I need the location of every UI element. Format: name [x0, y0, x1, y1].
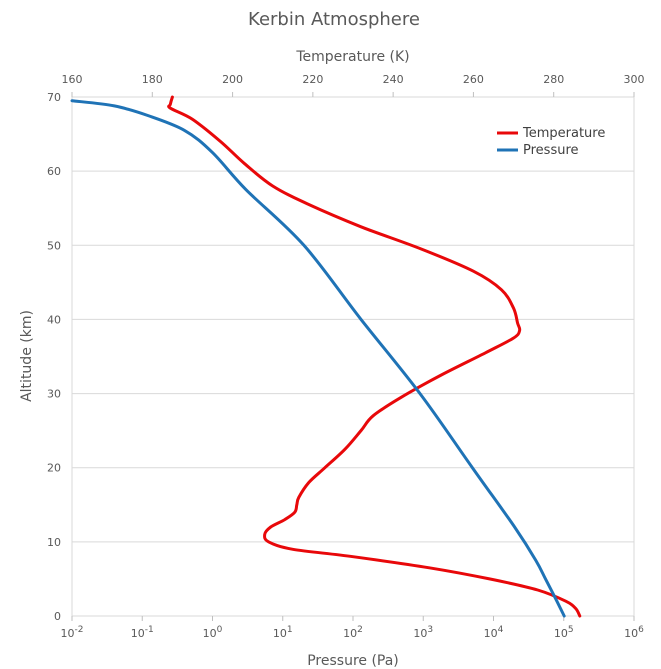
bottom-tick-label: 10-1 [131, 625, 154, 640]
top-tick-label: 300 [624, 73, 645, 86]
legend-label-temperature: Temperature [522, 126, 605, 141]
bottom-tick-label: 103 [413, 625, 433, 640]
y-tick-label: 40 [47, 313, 61, 326]
top-tick-label: 220 [302, 73, 323, 86]
bottom-tick-label: 104 [484, 625, 504, 640]
y-tick-label: 60 [47, 165, 61, 178]
y-tick-label: 0 [54, 610, 61, 623]
top-axis-title: Temperature (K) [295, 49, 409, 65]
top-tick-label: 200 [222, 73, 243, 86]
grid-layer [71, 96, 635, 617]
top-tick-label: 280 [543, 73, 564, 86]
bottom-axis-title: Pressure (Pa) [307, 653, 399, 669]
bottom-tick-label: 105 [554, 625, 574, 640]
y-tick-label: 70 [47, 91, 61, 104]
top-tick-label: 160 [62, 73, 83, 86]
bottom-tick-label: 102 [343, 625, 363, 640]
bottom-tick-label: 106 [624, 625, 644, 640]
top-tick-label: 180 [142, 73, 163, 86]
top-tick-label: 240 [383, 73, 404, 86]
bottom-tick-label: 10-2 [61, 625, 84, 640]
bottom-tick-label: 101 [273, 625, 293, 640]
chart-title: Kerbin Atmosphere [248, 9, 420, 30]
legend-label-pressure: Pressure [523, 143, 579, 158]
y-tick-label: 10 [47, 536, 61, 549]
y-axis-title: Altitude (km) [19, 310, 35, 402]
series-line-temperature [167, 95, 582, 618]
top-tick-label: 260 [463, 73, 484, 86]
series-line-pressure [70, 99, 566, 618]
legend: Temperature Pressure [497, 126, 605, 158]
plot-frame [71, 96, 635, 617]
bottom-tick-label: 100 [203, 625, 223, 640]
y-tick-label: 50 [47, 239, 61, 252]
y-tick-label: 20 [47, 462, 61, 475]
series-layer [70, 95, 582, 618]
y-tick-label: 30 [47, 388, 61, 401]
